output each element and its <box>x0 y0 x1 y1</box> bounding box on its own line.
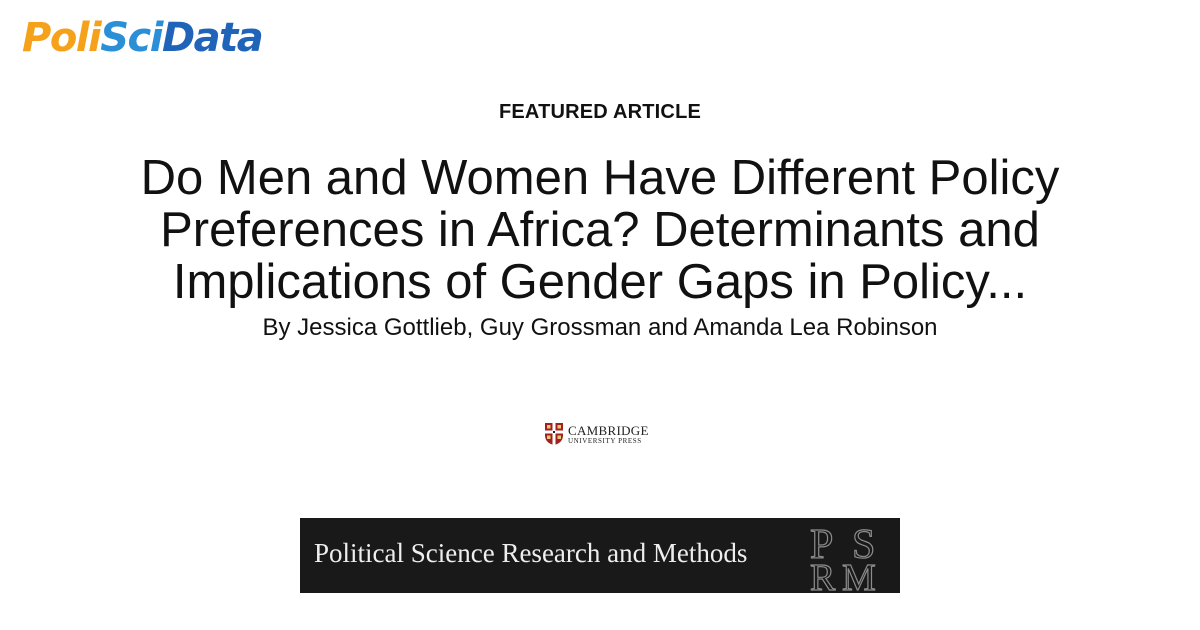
monogram-letter-r: R <box>810 557 836 592</box>
cambridge-shield-icon <box>545 423 563 445</box>
journal-monogram: P S R M <box>809 521 876 592</box>
publisher-logo: CAMBRIDGE UNIVERSITY PRESS <box>544 422 649 446</box>
polisci-data-logo[interactable]: PoliSciData <box>22 15 264 61</box>
monogram-letter-p: P <box>810 522 833 568</box>
article-authors: By Jessica Gottlieb, Guy Grossman and Am… <box>262 314 938 341</box>
publisher-wordmark: CAMBRIDGE UNIVERSITY PRESS <box>568 424 649 445</box>
publisher-subname: UNIVERSITY PRESS <box>568 436 642 445</box>
monogram-letter-m: M <box>842 557 876 592</box>
featured-article-label: FEATURED ARTICLE <box>498 101 702 123</box>
logo-text-data: Data <box>161 15 264 61</box>
monogram-letter-s: S <box>852 522 875 568</box>
publisher-name: CAMBRIDGE <box>568 422 649 438</box>
journal-name: Political Science Research and Methods <box>314 538 748 568</box>
article-title[interactable]: Do Men and Women Have Different Policy P… <box>140 151 1060 309</box>
logo-text-poli: Poli <box>22 15 102 61</box>
logo-text-sci: Sci <box>100 15 163 61</box>
journal-banner[interactable]: Political Science Research and Methods P… <box>300 518 900 593</box>
